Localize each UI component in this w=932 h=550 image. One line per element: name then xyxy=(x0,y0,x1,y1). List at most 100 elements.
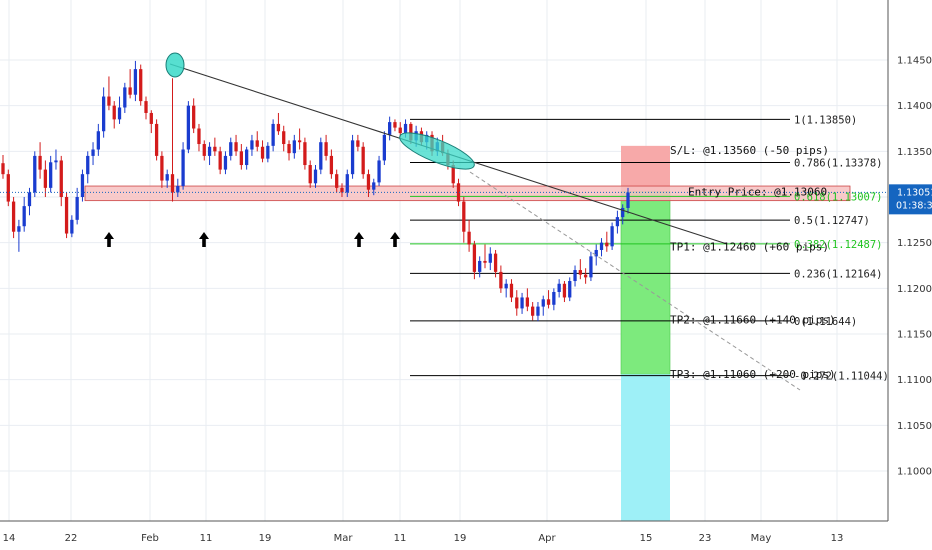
candle-body xyxy=(525,297,530,307)
candle-body xyxy=(335,174,339,188)
candle-body xyxy=(297,140,302,143)
stop-loss-zone xyxy=(621,145,670,192)
candle-body xyxy=(377,160,381,183)
candle-body xyxy=(509,283,514,298)
level-labels: 1(1.13850) 0.786(1.13378) 0.618(1.13007) 0.… xyxy=(670,114,889,382)
candle-body xyxy=(398,127,402,134)
fib-level-label: 0.5(1.12747) xyxy=(794,215,870,227)
candle-body xyxy=(6,174,10,202)
candle-body xyxy=(170,174,175,193)
take-profit-label: TP3: @1.11060 (+200 pips) xyxy=(670,368,836,381)
candle-body xyxy=(133,69,138,95)
candle-body xyxy=(589,256,593,278)
y-tick-label: 1.11500 xyxy=(897,330,932,341)
candle-body xyxy=(393,122,397,128)
candle-body xyxy=(456,183,461,202)
candle-body xyxy=(356,140,360,147)
candles xyxy=(1,60,630,322)
candle-body xyxy=(292,140,296,154)
candle-body xyxy=(27,192,32,207)
x-tick-label: 13 xyxy=(831,533,844,544)
candle-body xyxy=(149,112,153,124)
annotations xyxy=(0,52,888,391)
candle-body xyxy=(160,155,164,181)
candle-body xyxy=(319,142,323,170)
candle-body xyxy=(493,253,498,272)
fib-level-label: 1(1.13850) xyxy=(794,114,857,126)
candle-body xyxy=(541,299,545,307)
x-tick-label: 15 xyxy=(640,533,653,544)
stop-loss-label: S/L: @1.13560 (-50 pips) xyxy=(670,144,829,157)
x-tick-label: 23 xyxy=(699,533,712,544)
x-tick-label: 14 xyxy=(3,533,16,544)
up-arrow-icon xyxy=(390,232,400,247)
y-tick-label: 1.12500 xyxy=(897,238,932,249)
candle-body xyxy=(38,155,42,170)
y-tick-label: 1.13500 xyxy=(897,147,932,158)
candle-body xyxy=(626,192,630,208)
candle-body xyxy=(96,131,100,150)
take-profit-label: TP1: @1.12460 (+60 pips) xyxy=(670,240,829,253)
up-arrow-icon xyxy=(104,232,114,247)
fib-level-label: 0.236(1.12164) xyxy=(794,268,883,280)
candle-body xyxy=(107,96,111,106)
candle-body xyxy=(578,270,582,275)
candle-body xyxy=(207,146,212,156)
candle-body xyxy=(483,260,487,263)
candle-body xyxy=(372,182,376,190)
candle-body xyxy=(128,87,132,95)
candle-body xyxy=(49,162,53,188)
candle-body xyxy=(144,101,148,113)
x-tick-label: 19 xyxy=(454,533,467,544)
candle-body xyxy=(239,151,243,166)
candle-body xyxy=(218,151,222,170)
candle-body xyxy=(186,105,191,150)
candle-body xyxy=(139,69,143,102)
x-tick-label: Mar xyxy=(334,533,354,544)
candle-body xyxy=(552,291,556,305)
fib-level-label: 0.618(1.13007) xyxy=(794,191,883,203)
candle-body xyxy=(562,283,567,298)
x-tick-label: May xyxy=(751,533,772,544)
y-tick-label: 1.11000 xyxy=(897,375,932,386)
candle-body xyxy=(594,249,598,257)
candle-body xyxy=(112,105,116,120)
candle-body xyxy=(536,306,540,316)
y-tick-label: 1.14500 xyxy=(897,56,932,67)
candle-body xyxy=(515,297,519,309)
candle-body xyxy=(54,160,58,163)
candle-body xyxy=(245,149,249,166)
trade-zones xyxy=(84,145,851,521)
y-tick-label: 1.10500 xyxy=(897,421,932,432)
candle-body xyxy=(197,128,201,145)
candle-body xyxy=(117,107,122,120)
candle-body xyxy=(123,87,127,108)
fib-level-label: -0.272(1.11044) xyxy=(794,371,889,383)
fib-level-label: 0.382(1.12487) xyxy=(794,239,883,251)
candle-body xyxy=(64,197,69,234)
candle-body xyxy=(223,155,228,170)
candle-body xyxy=(1,163,5,175)
candle-body xyxy=(573,270,577,282)
support-zone xyxy=(84,185,851,202)
candle-body xyxy=(276,123,281,132)
candle-body xyxy=(361,146,365,175)
candle-body xyxy=(467,231,471,245)
countdown-label: 01:38:34 xyxy=(896,200,932,211)
candle-body xyxy=(43,169,48,188)
candle-body xyxy=(202,144,206,156)
candle-body xyxy=(478,260,482,272)
current-price-label: 1.13051 xyxy=(897,187,932,198)
tp3-extension-zone xyxy=(621,374,670,521)
candle-body xyxy=(451,165,455,184)
peak-highlight-ellipse xyxy=(165,52,185,78)
x-tick-label: 11 xyxy=(394,533,407,544)
candle-body xyxy=(504,283,508,289)
zone-highlight-ellipse xyxy=(399,132,475,170)
candle-body xyxy=(176,186,180,193)
x-tick-label: Apr xyxy=(538,533,556,544)
candle-body xyxy=(583,274,588,278)
candle-body xyxy=(488,253,492,263)
candle-body xyxy=(154,123,159,156)
